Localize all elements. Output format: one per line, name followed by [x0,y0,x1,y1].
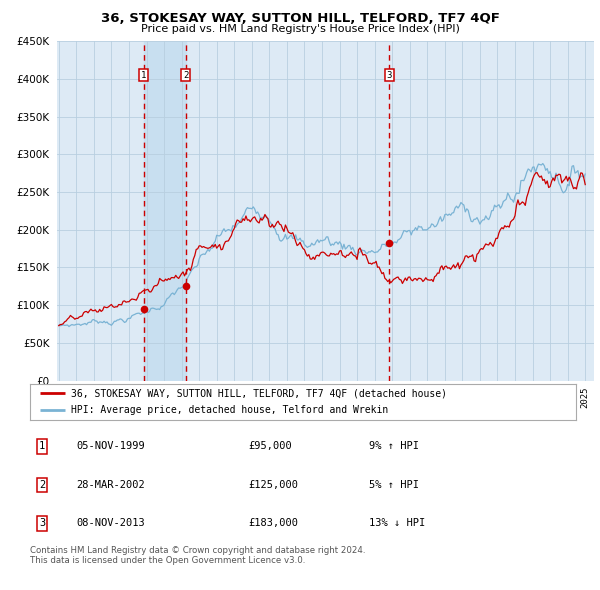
Text: 3: 3 [39,519,45,529]
Text: 2: 2 [183,71,188,80]
Bar [144,41,186,381]
Text: Contains HM Land Registry data © Crown copyright and database right 2024.: Contains HM Land Registry data © Crown c… [30,546,365,555]
Text: 2: 2 [39,480,45,490]
Text: £125,000: £125,000 [248,480,298,490]
Text: 3: 3 [387,71,392,80]
Text: Price paid vs. HM Land Registry's House Price Index (HPI): Price paid vs. HM Land Registry's House … [140,24,460,34]
Text: This data is licensed under the Open Government Licence v3.0.: This data is licensed under the Open Gov… [30,556,305,565]
Text: 5% ↑ HPI: 5% ↑ HPI [368,480,419,490]
Text: 9% ↑ HPI: 9% ↑ HPI [368,441,419,451]
Text: £95,000: £95,000 [248,441,292,451]
Text: 1: 1 [141,71,146,80]
Text: 05-NOV-1999: 05-NOV-1999 [76,441,145,451]
Text: 08-NOV-2013: 08-NOV-2013 [76,519,145,529]
Text: 36, STOKESAY WAY, SUTTON HILL, TELFORD, TF7 4QF: 36, STOKESAY WAY, SUTTON HILL, TELFORD, … [101,12,499,25]
Text: 36, STOKESAY WAY, SUTTON HILL, TELFORD, TF7 4QF (detached house): 36, STOKESAY WAY, SUTTON HILL, TELFORD, … [71,388,447,398]
Text: 13% ↓ HPI: 13% ↓ HPI [368,519,425,529]
Text: 28-MAR-2002: 28-MAR-2002 [76,480,145,490]
Text: 1: 1 [39,441,45,451]
Text: HPI: Average price, detached house, Telford and Wrekin: HPI: Average price, detached house, Telf… [71,405,388,415]
Text: £183,000: £183,000 [248,519,298,529]
